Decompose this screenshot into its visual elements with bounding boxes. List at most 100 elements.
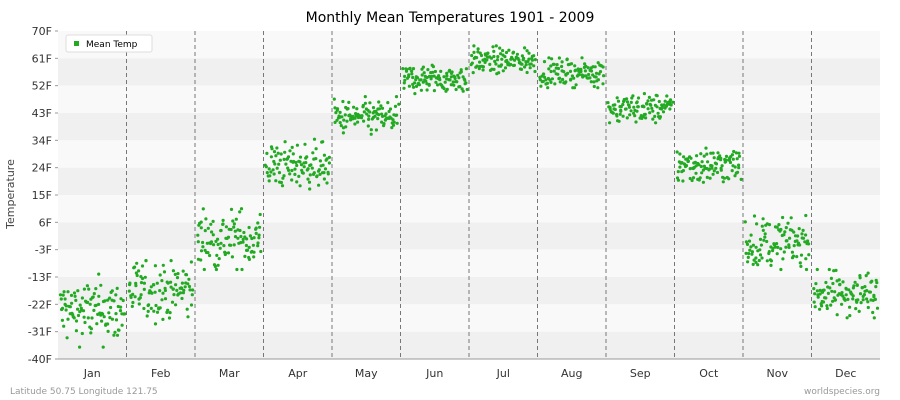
data-point	[66, 317, 70, 321]
data-point	[436, 83, 440, 87]
data-point	[451, 80, 455, 84]
data-point	[656, 111, 660, 115]
data-point	[74, 298, 78, 302]
data-point	[147, 303, 151, 307]
data-point	[76, 307, 80, 311]
data-point	[851, 297, 855, 301]
data-point	[315, 175, 319, 179]
data-point	[822, 288, 826, 292]
data-point	[826, 291, 831, 295]
data-point	[557, 56, 562, 60]
data-point	[410, 69, 414, 73]
data-point	[520, 62, 524, 66]
x-tick-label: Oct	[699, 367, 719, 380]
data-point	[858, 276, 862, 280]
data-point	[564, 80, 568, 84]
data-point	[137, 269, 141, 273]
data-point	[580, 56, 584, 60]
data-point	[306, 177, 310, 181]
data-point	[218, 246, 222, 250]
data-point	[781, 257, 785, 261]
data-point	[682, 155, 686, 159]
data-point	[275, 166, 279, 170]
data-point	[76, 289, 80, 293]
data-point	[322, 177, 326, 181]
data-point	[479, 53, 484, 58]
data-point	[413, 81, 417, 85]
data-point	[229, 243, 233, 247]
data-point	[78, 303, 82, 307]
data-point	[106, 298, 110, 302]
data-point	[493, 59, 497, 64]
data-point	[419, 88, 423, 92]
data-point	[135, 273, 139, 278]
data-point	[94, 303, 98, 307]
data-point	[532, 54, 536, 58]
data-point	[392, 120, 396, 124]
data-point	[685, 157, 690, 161]
data-point	[214, 239, 218, 243]
data-point	[485, 58, 489, 62]
data-point	[813, 305, 817, 309]
data-point	[804, 267, 809, 272]
data-point	[653, 114, 657, 118]
data-point	[695, 154, 699, 158]
data-point	[405, 67, 409, 71]
data-point	[722, 176, 727, 180]
data-point	[800, 232, 804, 236]
data-point	[162, 270, 167, 274]
data-point	[380, 114, 385, 118]
data-point	[586, 66, 590, 70]
data-point	[317, 168, 321, 172]
data-point	[863, 285, 867, 289]
legend: Mean Temp	[65, 34, 153, 53]
data-point	[175, 288, 179, 292]
data-point	[855, 300, 859, 304]
data-point	[232, 222, 236, 226]
data-point	[760, 224, 764, 228]
data-point	[523, 46, 527, 50]
data-point	[625, 116, 629, 120]
data-point	[257, 236, 261, 240]
data-point	[221, 218, 225, 222]
data-point	[799, 264, 803, 268]
data-point	[209, 240, 214, 244]
data-point	[791, 254, 796, 258]
data-point	[711, 151, 715, 155]
data-point	[369, 132, 373, 136]
data-point	[646, 99, 650, 103]
data-point	[74, 329, 78, 333]
data-point	[284, 162, 288, 166]
data-point	[256, 244, 260, 248]
data-point	[142, 287, 146, 291]
data-point	[710, 164, 714, 168]
data-point	[81, 309, 86, 313]
data-point	[127, 289, 131, 293]
data-point	[273, 162, 277, 166]
data-point	[747, 252, 751, 256]
data-point	[464, 67, 468, 71]
data-point	[69, 293, 74, 297]
data-point	[798, 261, 802, 265]
data-point	[240, 267, 244, 272]
data-point	[796, 234, 800, 238]
data-point	[280, 184, 285, 188]
data-point	[825, 306, 829, 311]
data-point	[838, 282, 842, 286]
data-point	[121, 298, 125, 303]
data-point	[769, 259, 774, 263]
data-point	[78, 345, 82, 349]
data-point	[294, 160, 298, 165]
data-point	[298, 160, 302, 164]
data-point	[103, 299, 107, 303]
data-point	[769, 263, 773, 267]
data-point	[633, 114, 637, 118]
data-point	[762, 238, 766, 242]
data-point	[828, 286, 832, 290]
data-point	[699, 152, 703, 156]
data-point	[185, 307, 189, 311]
data-point	[758, 248, 762, 252]
data-point	[161, 291, 165, 295]
data-point	[749, 233, 753, 237]
data-points	[58, 44, 880, 349]
